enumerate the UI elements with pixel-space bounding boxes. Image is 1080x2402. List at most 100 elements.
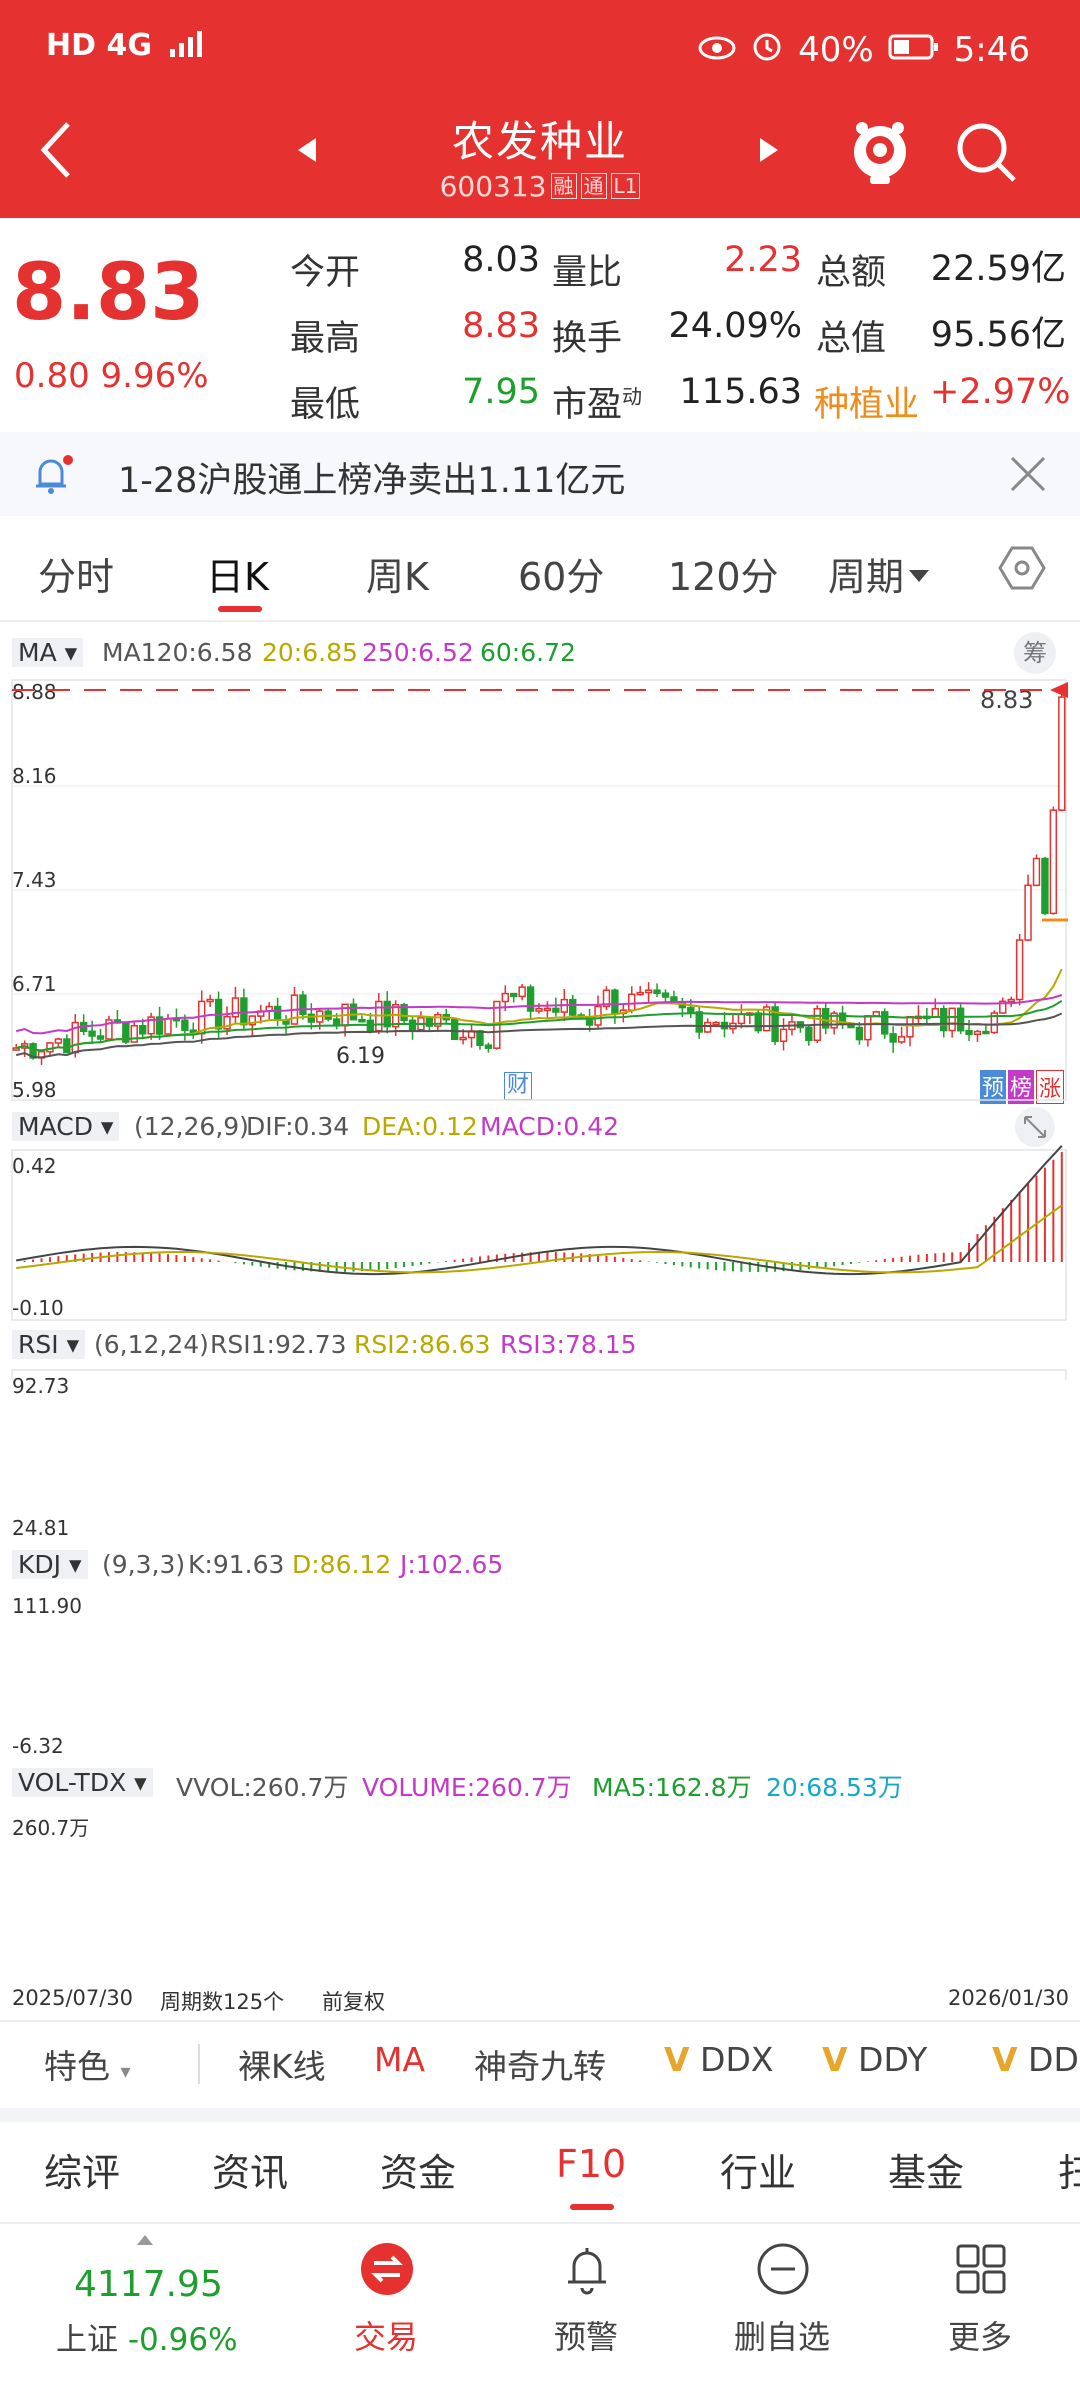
tab-industry[interactable]: 行业	[720, 2151, 797, 2195]
search-button[interactable]	[954, 120, 1018, 188]
candle-body	[307, 1013, 316, 1023]
close-icon[interactable]	[1008, 454, 1048, 494]
tab-fund[interactable]: 基金	[888, 2151, 965, 2195]
candle-body	[695, 1011, 703, 1033]
vol-selector[interactable]: VOL-TDX ▾	[12, 1768, 153, 1797]
candle-body	[400, 1003, 408, 1022]
next-stock-button[interactable]	[756, 136, 780, 168]
back-button[interactable]	[38, 120, 74, 184]
tab-funds[interactable]: 资金	[380, 2151, 457, 2195]
candle-body	[467, 1030, 476, 1039]
feature-ddy[interactable]: V DDY	[822, 2040, 928, 2079]
tab-intraday[interactable]: 分时	[38, 555, 115, 599]
nav-remove-watchlist[interactable]: 删自选	[702, 2238, 862, 2368]
kdj-axis-bottom: -6.32	[12, 1734, 64, 1758]
candle-body	[476, 1030, 484, 1046]
rsi-selector[interactable]: RSI ▾	[12, 1330, 86, 1359]
candle-body	[273, 1005, 282, 1021]
nav-more[interactable]: 更多	[900, 2238, 1060, 2368]
tab-period-dropdown[interactable]: 周期	[828, 546, 930, 601]
nav-remove-label: 删自选	[733, 2318, 830, 2356]
ma60-line	[15, 999, 1063, 1052]
candle-body	[821, 1007, 830, 1029]
stock-code-line: 600313 融通 L1	[0, 170, 1080, 203]
change-pct: 9.96%	[100, 356, 209, 396]
candle-body	[493, 1000, 501, 1049]
candle-body	[518, 986, 526, 998]
candle-body	[1058, 696, 1066, 811]
alarm-icon	[750, 28, 784, 71]
tab-120min[interactable]: 120分	[668, 555, 779, 599]
event-badges[interactable]: 预 榜 涨	[980, 1070, 1065, 1104]
pe-label: 市盈动	[552, 376, 642, 427]
rsi3-value: RSI3:78.15	[500, 1330, 637, 1359]
candle-body	[1015, 939, 1024, 1001]
macd-selector[interactable]: MACD ▾	[12, 1112, 120, 1141]
tab-overview[interactable]: 综评	[44, 2151, 121, 2195]
nav-trade[interactable]: 交易	[306, 2238, 466, 2368]
kdj-selector-label: KDJ	[18, 1550, 62, 1579]
expand-icon[interactable]	[1014, 1106, 1056, 1148]
candle-body	[1007, 998, 1015, 1003]
candle-body	[282, 1019, 290, 1025]
tab-60min[interactable]: 60分	[518, 555, 605, 599]
tab-more-clipped[interactable]: 扫	[1058, 2151, 1080, 2195]
volume-value: VOLUME:260.7万	[362, 1773, 572, 1802]
feature-divider	[198, 2044, 200, 2084]
feature-magic-nine[interactable]: 神奇九转	[474, 2047, 606, 2086]
feature-bare-k[interactable]: 裸K线	[238, 2047, 326, 2086]
ma20-line	[15, 968, 1063, 1052]
stock-name: 农发种业	[451, 117, 628, 166]
tab-news[interactable]: 资讯	[212, 2151, 289, 2195]
macd-axis-top: 0.42	[12, 1154, 57, 1178]
settings-hexagon-icon[interactable]	[998, 544, 1046, 592]
mascot-icon	[854, 122, 906, 184]
clock-time: 5:46	[953, 29, 1030, 70]
ma-selector[interactable]: MA ▾	[12, 638, 84, 667]
period-dropdown-label: 周期	[828, 555, 905, 599]
feature-ddx[interactable]: V DDX	[664, 2040, 774, 2079]
candle-body	[265, 1005, 273, 1012]
candle-body	[687, 1006, 695, 1013]
index-widget[interactable]: 4117.95 上证 -0.96%	[30, 2226, 260, 2376]
prev-stock-button[interactable]	[296, 136, 320, 168]
notice-bar[interactable]: 1-28沪股通上榜净卖出1.11亿元	[0, 432, 1080, 516]
triangle-left-icon	[298, 138, 316, 162]
macd-axis-bottom: -0.10	[12, 1296, 64, 1320]
finance-event-marker[interactable]: 财	[504, 1072, 533, 1100]
industry-pct[interactable]: +2.97%	[930, 372, 1071, 412]
signal-bars-icon	[168, 29, 208, 67]
feature-ddz[interactable]: V DDZ	[992, 2040, 1080, 2079]
tab-weekly-k[interactable]: 周K	[366, 555, 429, 599]
ma250-value: 250:6.52	[362, 638, 474, 667]
candle-body	[931, 1008, 940, 1018]
feature-ddx-label: DDX	[700, 2040, 774, 2079]
candle-body	[1024, 884, 1032, 941]
industry-label[interactable]: 种植业	[814, 385, 920, 425]
bell-notice-icon	[36, 455, 73, 494]
pe-label-text: 市盈	[552, 385, 623, 425]
candle-body	[257, 1010, 265, 1017]
caret-down-icon	[909, 570, 930, 582]
feature-special-dropdown[interactable]: 特色 ▾	[44, 2047, 131, 2086]
bell-icon	[568, 2248, 606, 2295]
assistant-button[interactable]	[848, 118, 912, 190]
candle-body	[670, 996, 678, 1004]
chip-button[interactable]: 筹	[1014, 632, 1056, 674]
nav-alert[interactable]: 预警	[506, 2238, 666, 2368]
candle-body	[358, 1018, 366, 1023]
candle-body	[636, 991, 644, 996]
macd-params: (12,26,9)	[134, 1112, 249, 1141]
candle-body	[54, 1038, 63, 1044]
tab-f10[interactable]: F10	[556, 2142, 627, 2186]
tab-daily-k[interactable]: 日K	[206, 555, 269, 599]
candle-body	[569, 998, 577, 1016]
feature-ma[interactable]: MA	[374, 2040, 426, 2079]
trade-exchange-icon	[361, 2243, 413, 2295]
kdj-selector[interactable]: KDJ ▾	[12, 1550, 88, 1579]
macd-dea: DEA:0.12	[362, 1112, 478, 1141]
candle-body	[63, 1038, 71, 1054]
adjust-mode[interactable]: 前复权	[322, 1990, 385, 2014]
rsi-axis-bottom: 24.81	[12, 1516, 70, 1540]
macd-dif: DIF:0.34	[246, 1112, 350, 1141]
